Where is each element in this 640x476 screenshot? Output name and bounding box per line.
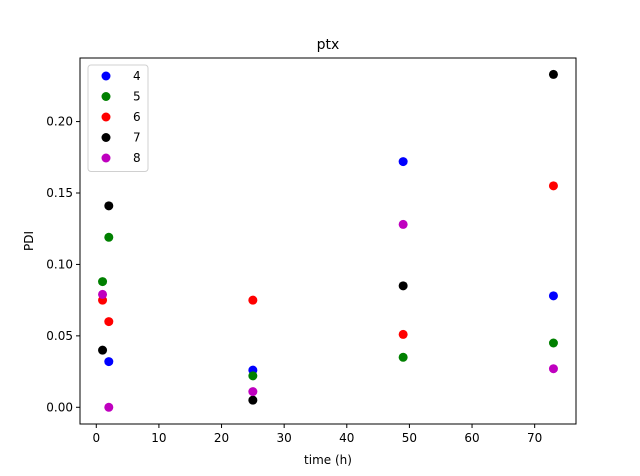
data-point-series-6 xyxy=(248,295,258,305)
legend: 4 5 6 7 8 xyxy=(87,64,149,172)
x-axis-label: time (h) xyxy=(304,453,352,467)
x-tick-label: 60 xyxy=(464,431,479,445)
y-tick-label: 0.10 xyxy=(46,257,73,271)
x-tick-label: 50 xyxy=(402,431,417,445)
data-point-series-6 xyxy=(104,317,114,327)
data-point-series-8 xyxy=(104,402,114,412)
data-point-series-7 xyxy=(98,345,108,355)
data-point-series-4 xyxy=(104,357,114,367)
data-point-series-8 xyxy=(98,289,108,299)
data-point-series-7 xyxy=(398,281,408,291)
x-tick-label: 40 xyxy=(339,431,354,445)
legend-marker xyxy=(101,71,111,81)
legend-marker xyxy=(101,153,111,163)
data-point-series-5 xyxy=(398,352,408,362)
x-axis: 0 10 20 30 40 50 60 70 xyxy=(92,424,542,445)
x-tick-label: 20 xyxy=(214,431,229,445)
data-point-series-5 xyxy=(98,277,108,287)
legend-marker xyxy=(101,133,111,142)
legend-label: 6 xyxy=(133,110,141,124)
y-tick-label: 0.00 xyxy=(46,400,73,414)
data-point-series-8 xyxy=(548,364,558,374)
legend-marker xyxy=(101,112,111,122)
data-point-series-7 xyxy=(248,395,258,405)
data-point-series-5 xyxy=(248,371,258,381)
legend-label: 5 xyxy=(133,90,141,104)
x-tick-label: 10 xyxy=(151,431,166,445)
data-points xyxy=(98,69,558,412)
legend-marker xyxy=(101,92,111,101)
x-tick-label: 70 xyxy=(527,431,542,445)
data-point-series-8 xyxy=(398,219,408,229)
y-tick-label: 0.20 xyxy=(46,115,73,129)
data-point-series-7 xyxy=(548,69,558,79)
data-point-series-5 xyxy=(104,232,114,242)
y-axis-label: PDI xyxy=(22,231,36,251)
data-point-series-8 xyxy=(248,387,258,397)
data-point-series-5 xyxy=(548,338,558,348)
legend-label: 8 xyxy=(133,151,141,165)
data-point-series-4 xyxy=(548,291,558,301)
legend-box xyxy=(87,64,149,172)
legend-label: 4 xyxy=(133,69,141,83)
data-point-series-7 xyxy=(104,201,114,211)
legend-label: 7 xyxy=(133,131,141,145)
y-tick-label: 0.15 xyxy=(46,186,73,200)
plot-frame xyxy=(79,57,577,425)
x-tick-label: 0 xyxy=(92,431,100,445)
chart-title: ptx xyxy=(317,37,340,53)
data-point-series-4 xyxy=(398,157,408,167)
x-tick-label: 30 xyxy=(277,431,292,445)
y-axis: 0.00 0.05 0.10 0.15 0.20 xyxy=(46,115,80,414)
data-point-series-6 xyxy=(548,181,558,191)
y-tick-label: 0.05 xyxy=(46,329,73,343)
data-point-series-6 xyxy=(398,329,408,339)
